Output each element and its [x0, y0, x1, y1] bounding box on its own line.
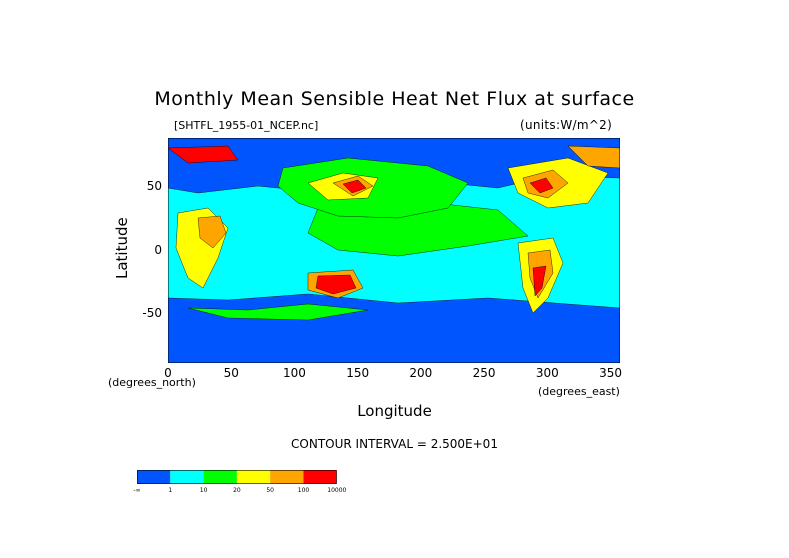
legend-label: 20 — [233, 487, 241, 494]
southern-ocean-region — [168, 293, 620, 363]
legend-label: 10 — [199, 487, 208, 494]
southern-band-region — [187, 303, 369, 321]
legend-swatch — [203, 470, 237, 484]
legend-label: 10000 — [327, 487, 347, 494]
x-tick-label: 50 — [223, 366, 239, 380]
y-tick-label: 50 — [146, 178, 162, 193]
contour-interval-text: CONTOUR INTERVAL = 2.500E+01 — [291, 437, 498, 451]
africa-warm-region — [197, 215, 227, 249]
chart-title: Monthly Mean Sensible Heat Net Flux at s… — [154, 88, 635, 110]
legend-swatch — [270, 470, 304, 484]
y-tick-label: -50 — [142, 306, 162, 321]
x-tick-label: 350 — [599, 366, 622, 380]
x-tick-label: 250 — [472, 366, 496, 380]
x-tick-label: 300 — [535, 366, 559, 380]
y-axis-label: Latitude — [113, 217, 131, 279]
x-tick-label: 150 — [346, 366, 370, 380]
legend-label: 100 — [297, 487, 310, 494]
x-tick-label: 200 — [409, 366, 433, 380]
x-unit-label: (degrees_east) — [538, 385, 620, 398]
color-legend — [137, 470, 337, 484]
legend-frame — [137, 470, 337, 484]
legend-label: 50 — [266, 487, 274, 494]
australia-hot-region — [315, 274, 357, 295]
x-axis-label: Longitude — [357, 402, 432, 420]
south-america-hot-region — [532, 265, 547, 297]
legend-swatch — [236, 470, 271, 484]
legend-swatch — [170, 470, 204, 484]
east-asia-hot-region — [342, 179, 367, 194]
x-tick-label: 0 — [164, 366, 172, 380]
legend-swatch — [303, 470, 337, 484]
y-tick-label: 0 — [154, 242, 162, 257]
x-tick-label: 100 — [282, 366, 306, 380]
arctic-hot-region-west — [168, 145, 239, 164]
chart-source-label: [SHTFL_1955-01_NCEP.nc] — [174, 119, 319, 132]
heatmap-plot — [168, 138, 620, 363]
legend-label: 1 — [168, 487, 173, 494]
y-unit-label: (degrees_north) — [108, 376, 196, 389]
north-america-hot-region — [529, 177, 554, 194]
legend-label: -∞ — [133, 487, 141, 494]
chart-units-label: (units:W/m^2) — [520, 118, 613, 132]
legend-swatch — [137, 470, 171, 484]
arctic-warm-region-east — [567, 145, 620, 169]
